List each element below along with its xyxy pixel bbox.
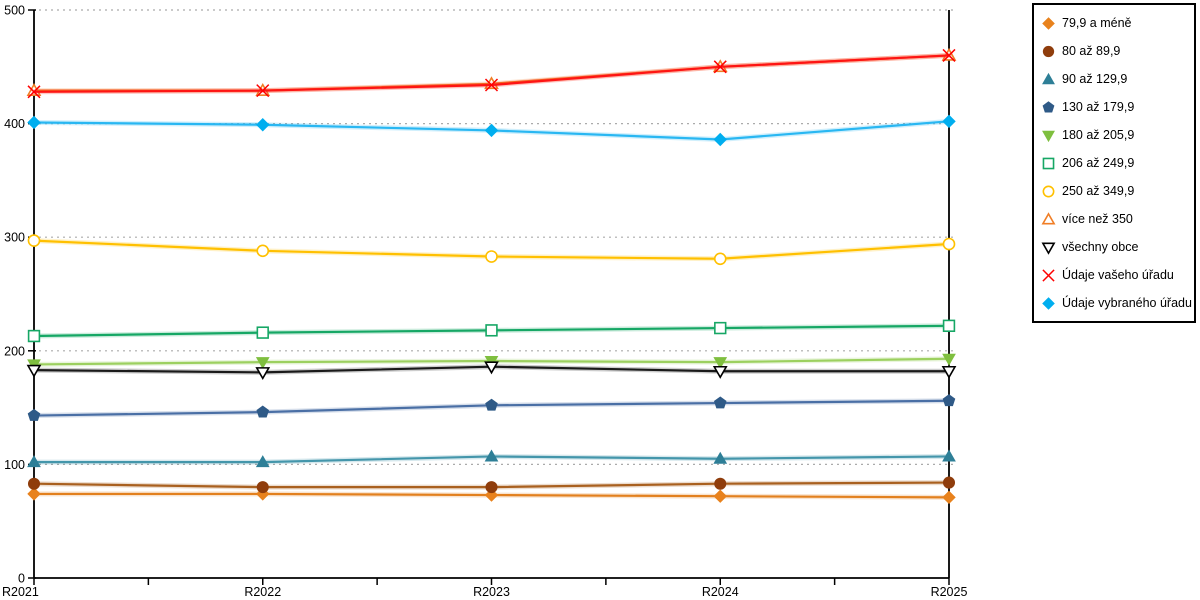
- legend-item-79-9-a-mene: 79,9 a méně: [1041, 10, 1194, 36]
- series-vsechny-obce: [26, 361, 957, 380]
- series-80-az-89-9: [27, 476, 956, 494]
- legend-item-130-az-179-9: 130 až 179,9: [1041, 94, 1194, 120]
- series-90-az-129-9: [27, 449, 956, 468]
- x-tick-label: R2025: [931, 585, 968, 599]
- x-axis-ticks: R2021 R2022 R2023 R2024 R2025: [2, 578, 967, 599]
- diamond-marker-icon: [1042, 296, 1055, 310]
- legend-item-vice-nez-350: více než 350: [1041, 206, 1194, 232]
- gridlines: [39, 9, 955, 465]
- x-tick-label: R2023: [473, 585, 510, 599]
- circle-marker-icon: [1042, 185, 1055, 197]
- series-vice-nez-350: [26, 47, 957, 96]
- legend-label: 79,9 a méně: [1062, 16, 1132, 30]
- triangle-down-marker-icon: [1041, 242, 1056, 255]
- x-marker-icon: [1042, 268, 1055, 282]
- legend-label: 80 až 89,9: [1062, 44, 1121, 58]
- legend-item-80-az-89-9: 80 až 89,9: [1041, 38, 1194, 64]
- series-250-az-349-9: [27, 234, 956, 266]
- pentagon-marker-icon: [1042, 100, 1055, 113]
- triangle-up-marker-icon: [1041, 211, 1056, 224]
- y-tick-label: 500: [4, 4, 25, 18]
- legend-item-udaje-vaseho-uradu: Údaje vašeho úřadu: [1041, 262, 1194, 288]
- diamond-marker-icon: [1042, 16, 1055, 30]
- legend-label: 250 až 349,9: [1062, 184, 1135, 198]
- legend-item-90-az-129-9: 90 až 129,9: [1041, 66, 1194, 92]
- series-130-az-179-9: [27, 394, 956, 421]
- triangle-down-marker-icon: [1042, 130, 1055, 142]
- legend-label: 90 až 129,9: [1062, 72, 1128, 86]
- series-udaje-vybraneho-uradu: [27, 114, 956, 147]
- legend-label: Údaje vybraného úřadu: [1062, 296, 1192, 310]
- legend-item-udaje-vybraneho-uradu: Údaje vybraného úřadu: [1041, 290, 1194, 316]
- x-tick-label: R2022: [244, 585, 281, 599]
- y-tick-label: 200: [4, 344, 25, 358]
- square-marker-icon: [1042, 157, 1055, 169]
- series-udaje-vaseho-uradu: [27, 48, 956, 99]
- legend-label: 206 až 249,9: [1062, 156, 1135, 170]
- legend-label: Údaje vašeho úřadu: [1062, 268, 1174, 282]
- triangle-up-marker-icon: [1042, 72, 1055, 84]
- y-tick-label: 100: [4, 458, 25, 472]
- legend-item-vsechny-obce: všechny obce: [1041, 234, 1194, 260]
- x-tick-label: R2021: [2, 585, 39, 599]
- series-180-az-205-9: [27, 353, 956, 372]
- y-tick-label: 400: [4, 117, 25, 131]
- legend-label: 180 až 205,9: [1062, 128, 1135, 142]
- legend-item-250-az-349-9: 250 až 349,9: [1041, 178, 1194, 204]
- y-tick-label: 0: [18, 572, 25, 586]
- series-206-az-249-9: [27, 319, 956, 343]
- legend-label: všechny obce: [1062, 240, 1139, 254]
- legend-item-206-az-249-9: 206 až 249,9: [1041, 150, 1194, 176]
- legend-label: více než 350: [1062, 212, 1133, 226]
- y-tick-label: 300: [4, 231, 25, 245]
- chart-legend: 79,9 a méně 80 až 89,9 90 až 129,9 130 až 1…: [1032, 3, 1196, 323]
- circle-marker-icon: [1042, 45, 1055, 57]
- x-tick-label: R2024: [702, 585, 739, 599]
- legend-label: 130 až 179,9: [1062, 100, 1135, 114]
- legend-item-180-az-205-9: 180 až 205,9: [1041, 122, 1194, 148]
